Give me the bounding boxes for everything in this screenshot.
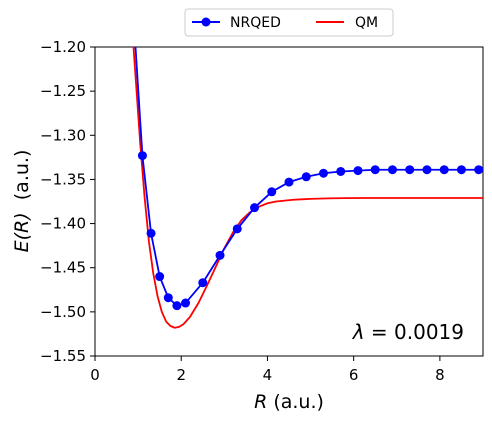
legend-frame [184,8,394,37]
x-axis-label-unit: (a.u.) [267,391,324,413]
y-tick-label: −1.30 [40,126,86,144]
data-point-nrqed [146,228,156,238]
data-point-nrqed [422,165,432,175]
data-point-nrqed [439,165,449,175]
legend-nrqed-label: NRQED [230,15,281,31]
legend-qm-label: QM [355,15,378,31]
legend-nrqed-marker [201,17,211,27]
y-tick-label: −1.40 [40,215,86,233]
x-tick-label: 8 [435,366,445,384]
legend: NRQED QM [184,8,394,37]
data-point-nrqed [215,250,225,260]
y-axis-label-var: E(R) [11,212,33,252]
x-tick-label: 0 [90,366,100,384]
data-point-nrqed [387,165,397,175]
data-point-nrqed [456,165,466,175]
y-tick-label: −1.50 [40,303,86,321]
data-point-nrqed [155,272,165,282]
plot-frame [94,46,484,357]
y-tick-label: −1.20 [40,38,86,56]
y-tick-label: −1.45 [40,259,86,277]
lambda-symbol: λ [352,320,365,344]
axes-layer: 0 2 4 6 8 −1.55 −1.50 −1.45 −1.40 −1.35 −1.30 −1.25… [40,38,445,384]
x-tick-label: 2 [176,366,186,384]
x-tick-label: 6 [349,366,359,384]
data-point-nrqed [301,172,311,182]
data-point-nrqed [181,298,191,308]
data-point-nrqed [318,168,328,178]
y-tick-label: −1.25 [40,82,86,100]
series-layer [132,47,483,329]
x-axis-label: R (a.u.) [254,391,324,413]
data-point-nrqed [405,165,415,175]
lambda-value: = 0.0019 [365,320,464,344]
y-axis-label: E(R) (a.u.) [11,150,33,253]
data-point-nrqed [370,165,380,175]
data-point-nrqed [284,177,294,187]
data-point-nrqed [267,187,277,197]
y-tick-label: −1.55 [40,347,86,365]
data-point-nrqed [232,224,242,234]
data-point-nrqed [336,166,346,176]
data-point-nrqed [137,151,147,161]
data-point-nrqed [250,203,260,213]
y-axis-label-unit: (a.u.) [11,150,33,213]
y-tick-label: −1.35 [40,170,86,188]
data-point-nrqed [198,278,208,288]
lambda-annotation: λ = 0.0019 [352,320,464,344]
data-point-nrqed [172,301,182,311]
data-point-nrqed [353,166,363,176]
data-point-nrqed [474,165,483,175]
data-point-nrqed [163,293,173,303]
x-tick-label: 4 [263,366,273,384]
x-axis-label-var: R [254,391,267,413]
